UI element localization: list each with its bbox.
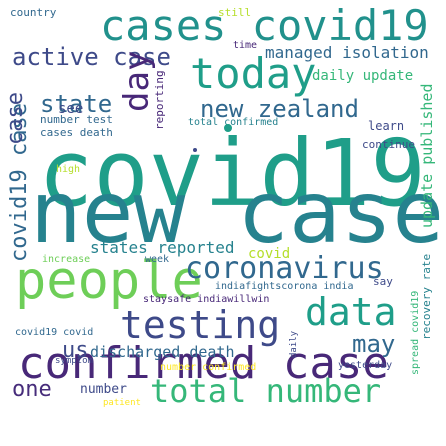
word-data: data (305, 290, 397, 334)
word-managed-isolation: managed isolation (265, 43, 429, 62)
word-day: day (117, 51, 157, 112)
word-total-confirmed: total confirmed (188, 117, 278, 128)
word-covid19-case: covid19 case (7, 103, 32, 262)
word-indiafightscorona-india: indiafightscorona india (215, 281, 353, 292)
word-number-test: number test (40, 113, 113, 126)
word-states-reported: states reported (90, 238, 235, 257)
word-staysafe-indiawillwin: staysafe indiawillwin (143, 294, 269, 305)
word-recovery-rate: recovery rate (420, 254, 433, 340)
word-week: week (145, 254, 169, 265)
word-coronavirus: coronavirus (185, 251, 384, 286)
word-daily-update: daily update (312, 68, 413, 84)
word-country: country (10, 6, 57, 19)
word-may: may (352, 330, 395, 358)
word-time: time (233, 40, 257, 51)
word-us: us (62, 338, 89, 363)
word-confirmed-case: confirmed case (18, 338, 389, 389)
word-continue: continue (362, 138, 415, 151)
word-symptom: symptom (55, 356, 93, 366)
word-one: one (12, 377, 52, 402)
word-testing: testing (120, 303, 280, 347)
word-see: see (58, 101, 83, 117)
word-total-number: total number (150, 372, 381, 410)
word-discharged-death: discharged death (90, 343, 235, 361)
word-covid19: covid19 (38, 120, 426, 227)
word-state: state (40, 90, 112, 118)
word-cases-covid19: cases covid19 (100, 1, 429, 50)
word-increase: increase (42, 254, 90, 265)
word-new-case: new case (30, 163, 444, 263)
word-update-published: update published (418, 84, 436, 229)
word-reporting: reporting (153, 70, 166, 130)
word-covid: covid (248, 246, 290, 262)
word-active-case: active case (12, 43, 171, 71)
word-cases-death: cases death (40, 126, 113, 139)
word-new-zealand: new zealand (200, 95, 359, 123)
word-learn: learn (368, 119, 404, 133)
word-high: high (56, 164, 80, 175)
word-people: people (15, 251, 203, 311)
word-say: say (373, 275, 393, 288)
word-covid19-covid: covid19 covid (15, 327, 93, 338)
word-daily: daily (289, 330, 299, 358)
word-still: still (218, 6, 251, 19)
word-spread-covid19: spread covid19 (410, 291, 421, 375)
word-today: today (190, 49, 316, 98)
word-patient: patient (103, 398, 141, 408)
word-number-confirmed: number confirmed (160, 362, 256, 373)
word-number: number (80, 382, 127, 397)
dot-mark (193, 148, 197, 152)
stray-marks (193, 124, 232, 152)
dot-mark (224, 124, 232, 132)
word-case: case (3, 92, 28, 145)
word-yesterday: yesterday (338, 360, 392, 371)
word-group: covid19 new case confirmed case cases co… (3, 1, 444, 410)
